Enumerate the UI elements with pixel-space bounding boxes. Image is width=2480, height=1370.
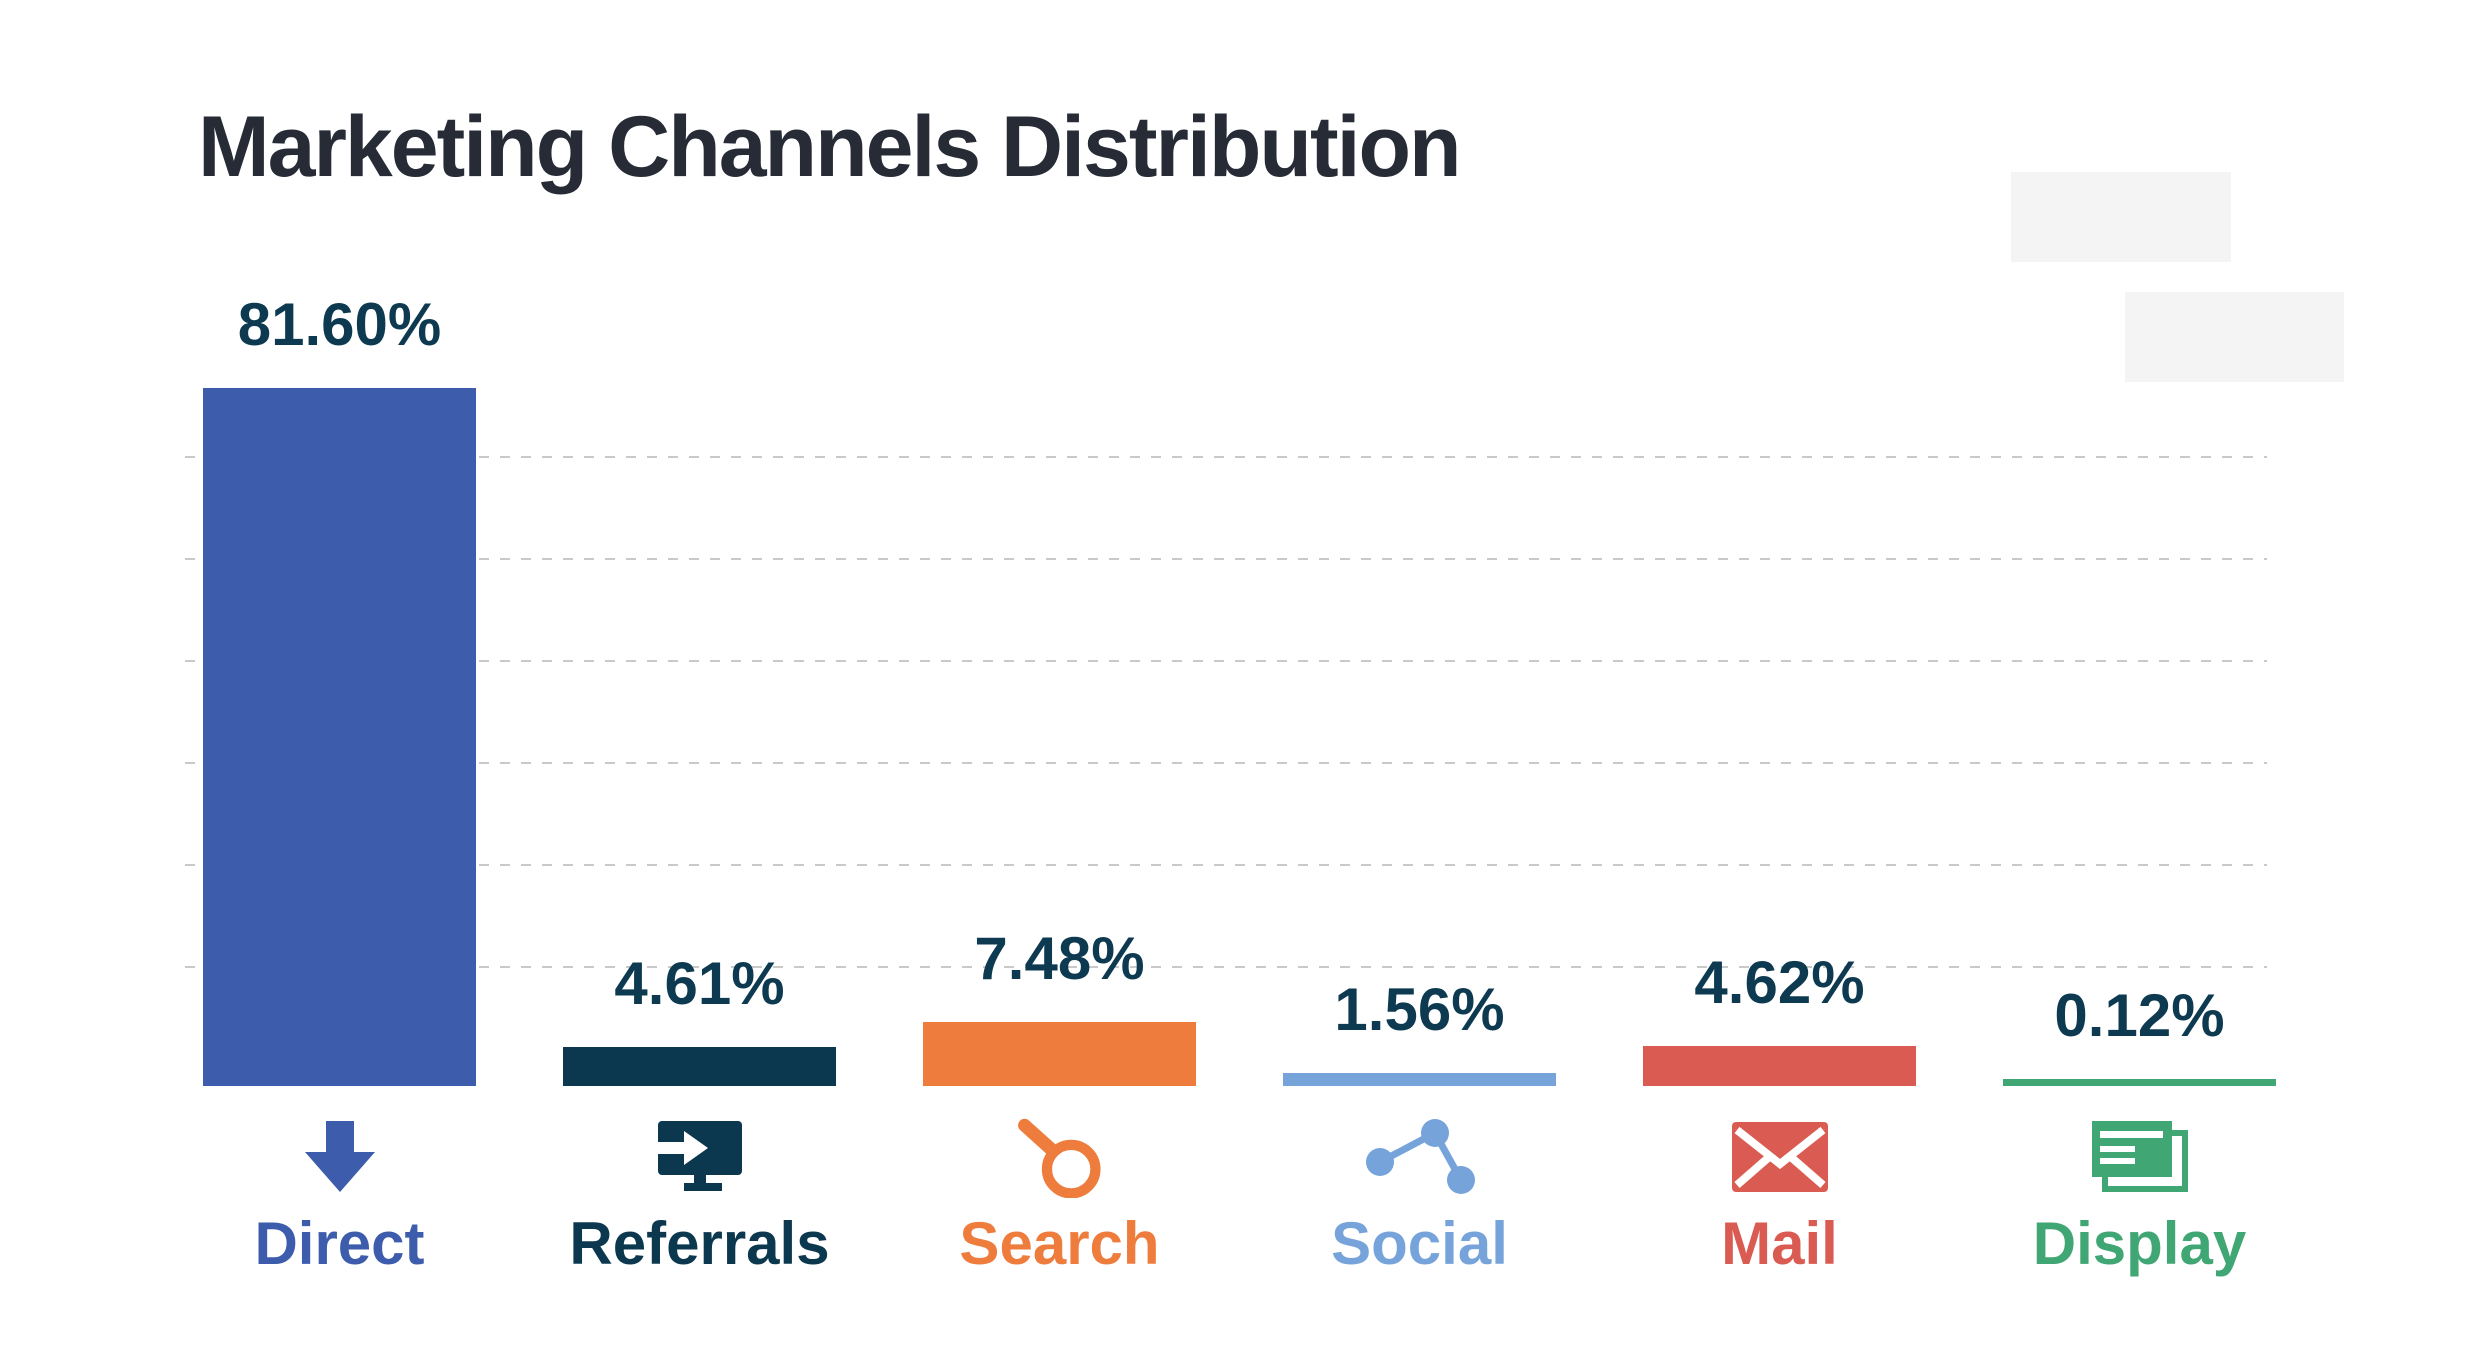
value-label-search: 7.48% — [974, 925, 1145, 992]
share-nodes-icon — [1283, 1116, 1556, 1198]
bar-mail — [1643, 1046, 1916, 1086]
bar-display — [2003, 1079, 2276, 1086]
category-label-search: Search — [959, 1210, 1160, 1277]
channel-column-mail: 4.62% Mail — [1643, 0, 1916, 1370]
value-label-direct: 81.60% — [237, 291, 442, 358]
category-label-social: Social — [1331, 1210, 1508, 1277]
bar-referrals — [563, 1047, 836, 1086]
monitor-referral-icon — [563, 1116, 836, 1198]
bar-social — [1283, 1073, 1556, 1086]
value-label-mail: 4.62% — [1694, 949, 1865, 1016]
gridline — [185, 762, 2267, 764]
value-label-referrals: 4.61% — [614, 950, 785, 1017]
placeholder-box — [2125, 292, 2344, 382]
magnifier-search-icon — [923, 1116, 1196, 1198]
channel-column-search: 7.48% Search — [923, 0, 1196, 1370]
display-ad-icon — [2003, 1116, 2276, 1198]
envelope-mail-icon — [1643, 1116, 1916, 1198]
gridline — [185, 660, 2267, 662]
value-label-display: 0.12% — [2054, 982, 2225, 1049]
arrow-down-icon — [203, 1116, 476, 1198]
chart-title: Marketing Channels Distribution — [198, 99, 1462, 195]
gridline — [185, 864, 2267, 866]
bar-direct — [203, 388, 476, 1086]
channel-column-display: 0.12% Display — [2003, 0, 2276, 1370]
gridline — [185, 456, 2267, 458]
value-label-social: 1.56% — [1334, 976, 1505, 1043]
category-label-mail: Mail — [1721, 1210, 1838, 1277]
channel-column-social: 1.56% Social — [1283, 0, 1556, 1370]
channel-column-referrals: 4.61% Referrals — [563, 0, 836, 1370]
category-label-display: Display — [2032, 1210, 2247, 1277]
category-label-direct: Direct — [254, 1210, 425, 1277]
gridline — [185, 558, 2267, 560]
gridline — [185, 966, 2267, 968]
bar-search — [923, 1022, 1196, 1086]
category-label-referrals: Referrals — [569, 1210, 830, 1277]
placeholder-box — [2011, 172, 2231, 262]
channel-column-direct: 81.60% Direct — [203, 0, 476, 1370]
